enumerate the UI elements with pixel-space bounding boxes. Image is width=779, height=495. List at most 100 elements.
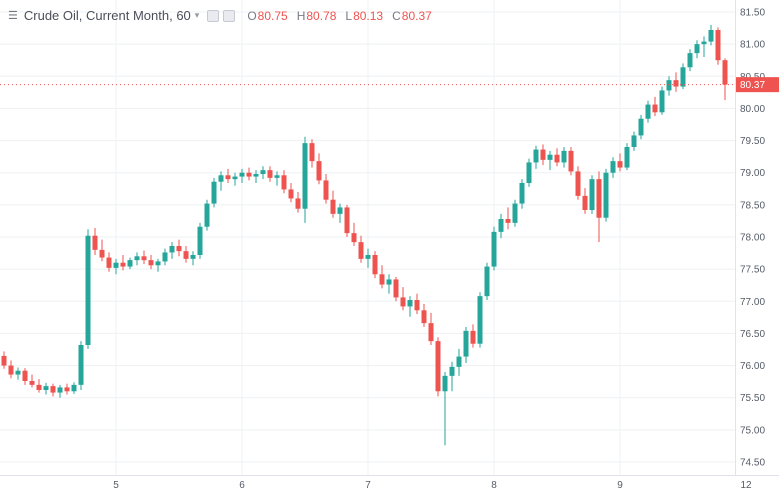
candle-body <box>554 154 560 163</box>
candle-body <box>176 246 182 252</box>
ohlc-readout: O 80.75 H 80.78 L 80.13 C 80.37 <box>247 9 441 23</box>
open-label: O <box>247 8 257 23</box>
candle-body <box>624 147 630 168</box>
candles-layer <box>1 24 728 446</box>
candle-body <box>1 355 7 366</box>
candle-body <box>8 365 14 375</box>
candle-body <box>15 370 21 375</box>
candle-body <box>526 162 532 183</box>
candle-body <box>225 175 231 180</box>
candle-body <box>232 176 238 180</box>
candle-body <box>260 170 266 174</box>
price-tick-label: 77.00 <box>740 297 765 308</box>
candle-body <box>715 30 721 61</box>
candle-body <box>561 150 567 163</box>
candle-body <box>57 387 63 393</box>
symbol-title[interactable]: Crude Oil, Current Month, 60 <box>23 8 191 23</box>
candle-body <box>421 310 427 324</box>
candle-body <box>652 104 658 113</box>
candle-body <box>596 179 602 218</box>
candle-body <box>127 260 133 267</box>
candle-body <box>666 80 672 91</box>
price-tick-label: 77.50 <box>740 265 765 276</box>
candle-body <box>29 381 35 385</box>
candle-body <box>722 60 728 85</box>
candle-body <box>435 341 441 392</box>
candle-body <box>372 255 378 275</box>
candle-body <box>204 203 210 227</box>
candle-body <box>162 252 168 262</box>
candle-body <box>603 172 609 218</box>
candle-body <box>519 183 525 204</box>
candle-body <box>442 375 448 392</box>
candle-body <box>645 104 651 119</box>
time-tick-label: 5 <box>113 480 119 491</box>
candle-body <box>400 297 406 307</box>
candle-body <box>302 143 308 209</box>
open-value: 80.75 <box>257 8 288 23</box>
candle-body <box>253 174 259 177</box>
legend-menu-icon[interactable]: ☰ <box>8 10 18 22</box>
candle-body <box>708 30 714 42</box>
candle-body <box>113 262 119 268</box>
candle-body <box>365 255 371 259</box>
candle-body <box>631 135 637 147</box>
time-axis[interactable]: 5 6 7 8 9 12 <box>113 480 752 491</box>
candle-body <box>64 387 70 392</box>
candle-body <box>309 143 315 162</box>
candle-body <box>71 384 77 392</box>
candle-body <box>239 172 245 177</box>
candle-body <box>582 195 588 210</box>
candle-body <box>540 149 546 160</box>
candle-body <box>414 300 420 311</box>
price-tick-label: 81.50 <box>740 8 765 19</box>
candle-body <box>463 330 469 357</box>
high-value: 80.78 <box>306 8 337 23</box>
price-tick-label: 78.50 <box>740 200 765 211</box>
candle-body <box>183 251 189 259</box>
chart-legend: ☰ Crude Oil, Current Month, 60 ▾ O 80.75 … <box>8 8 441 23</box>
candle-body <box>358 242 364 259</box>
candle-body <box>50 386 56 393</box>
time-tick-label: 12 <box>740 480 752 491</box>
close-value: 80.37 <box>401 8 432 23</box>
candle-body <box>141 256 147 261</box>
ohlc-high: H 80.78 <box>297 9 337 23</box>
price-tick-label: 75.50 <box>740 393 765 404</box>
candle-body <box>407 300 413 307</box>
candle-body <box>498 219 504 232</box>
chevron-down-icon[interactable]: ▾ <box>194 10 200 20</box>
price-tick-label: 76.00 <box>740 361 765 372</box>
candle-body <box>575 171 581 196</box>
close-label: C <box>392 8 401 23</box>
candle-body <box>106 257 112 268</box>
candle-body <box>120 262 126 267</box>
price-tick-label: 74.50 <box>740 458 765 469</box>
candle-body <box>694 44 700 54</box>
price-axis[interactable]: 81.5081.0080.5080.0079.5079.0078.5078.00… <box>740 8 765 469</box>
candle-body <box>617 161 623 168</box>
legend-square-icon-1[interactable] <box>207 9 220 22</box>
last-price-tag <box>736 77 779 93</box>
candle-body <box>169 246 175 253</box>
ohlc-low: L 80.13 <box>345 9 383 23</box>
candle-body <box>337 207 343 214</box>
price-tick-label: 79.00 <box>740 168 765 179</box>
candle-body <box>148 260 154 266</box>
candle-body <box>218 175 224 182</box>
candle-body <box>316 161 322 181</box>
candle-body <box>330 199 336 214</box>
candle-body <box>155 261 161 266</box>
candle-body <box>680 67 686 87</box>
candle-body <box>22 370 28 381</box>
candle-body <box>351 233 357 243</box>
candle-body <box>281 175 287 190</box>
legend-square-icon-2[interactable] <box>223 9 236 22</box>
candle-body <box>379 274 385 285</box>
time-tick-label: 7 <box>365 480 371 491</box>
candle-body <box>470 330 476 344</box>
candle-body <box>43 386 49 390</box>
price-tick-label: 78.00 <box>740 233 765 244</box>
candle-body <box>274 175 280 178</box>
